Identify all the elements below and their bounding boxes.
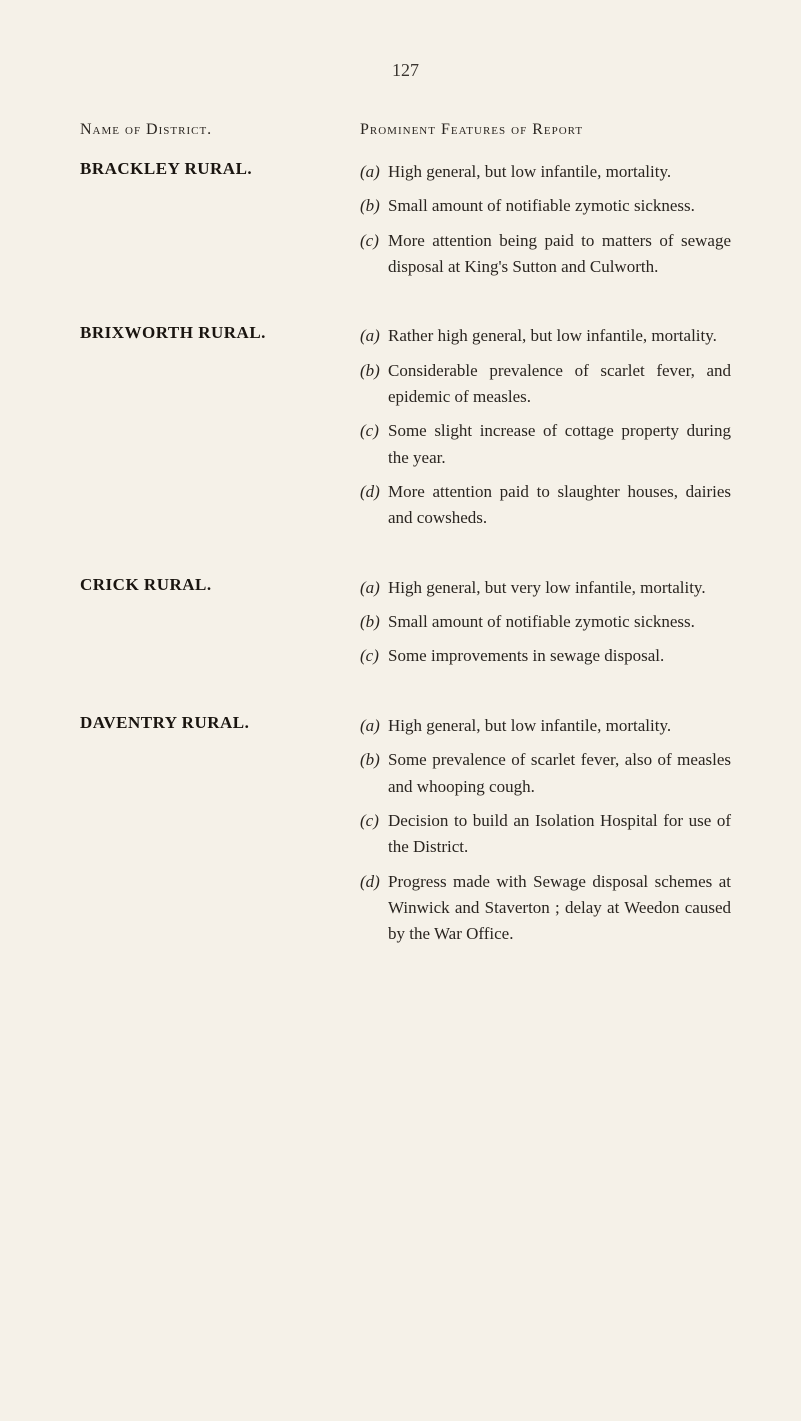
feature-text: High general, but very low infantile, mo…: [388, 575, 731, 601]
feature-text: More attention being paid to matters of …: [388, 228, 731, 281]
feature-text: Small amount of notifiable zymotic sickn…: [388, 193, 731, 219]
table-header-row: Name of District. Prominent Features of …: [80, 121, 731, 139]
feature-item: (a) High general, but very low infantile…: [360, 575, 731, 601]
district-name: BRIXWORTH RURAL.: [80, 323, 360, 539]
features-list: (a) High general, but very low infantile…: [360, 575, 731, 678]
feature-label: (a): [360, 323, 388, 349]
feature-item: (c) Some slight increase of cottage prop…: [360, 418, 731, 471]
features-list: (a) High general, but low infantile, mor…: [360, 713, 731, 956]
district-row: BRIXWORTH RURAL. (a) Rather high general…: [80, 323, 731, 539]
feature-text: Some prevalence of scarlet fever, also o…: [388, 747, 731, 800]
feature-text: More attention paid to slaughter houses,…: [388, 479, 731, 532]
district-row: BRACKLEY RURAL. (a) High general, but lo…: [80, 159, 731, 288]
feature-label: (a): [360, 713, 388, 739]
feature-label: (b): [360, 609, 388, 635]
feature-label: (c): [360, 808, 388, 861]
feature-item: (c) More attention being paid to matters…: [360, 228, 731, 281]
feature-text: Considerable prevalence of scarlet fever…: [388, 358, 731, 411]
feature-text: Rather high general, but low infantile, …: [388, 323, 731, 349]
features-list: (a) High general, but low infantile, mor…: [360, 159, 731, 288]
feature-label: (d): [360, 479, 388, 532]
feature-item: (a) High general, but low infantile, mor…: [360, 713, 731, 739]
district-name: BRACKLEY RURAL.: [80, 159, 360, 288]
feature-label: (b): [360, 193, 388, 219]
feature-item: (a) High general, but low infantile, mor…: [360, 159, 731, 185]
feature-item: (b) Some prevalence of scarlet fever, al…: [360, 747, 731, 800]
feature-text: Some slight increase of cottage property…: [388, 418, 731, 471]
feature-text: High general, but low infantile, mortali…: [388, 159, 731, 185]
feature-item: (c) Decision to build an Isolation Hospi…: [360, 808, 731, 861]
feature-label: (c): [360, 643, 388, 669]
feature-label: (c): [360, 228, 388, 281]
district-row: DAVENTRY RURAL. (a) High general, but lo…: [80, 713, 731, 956]
header-district-column: Name of District.: [80, 121, 360, 139]
feature-label: (b): [360, 358, 388, 411]
feature-text: High general, but low infantile, mortali…: [388, 713, 731, 739]
district-name: DAVENTRY RURAL.: [80, 713, 360, 956]
feature-item: (b) Small amount of notifiable zymotic s…: [360, 609, 731, 635]
feature-item: (b) Small amount of notifiable zymotic s…: [360, 193, 731, 219]
feature-label: (a): [360, 575, 388, 601]
page-number: 127: [80, 60, 731, 81]
feature-text: Decision to build an Isolation Hospital …: [388, 808, 731, 861]
feature-item: (d) Progress made with Sewage disposal s…: [360, 869, 731, 948]
district-name: CRICK RURAL.: [80, 575, 360, 678]
feature-item: (b) Considerable prevalence of scarlet f…: [360, 358, 731, 411]
feature-item: (d) More attention paid to slaughter hou…: [360, 479, 731, 532]
feature-label: (b): [360, 747, 388, 800]
feature-text: Some improvements in sewage disposal.: [388, 643, 731, 669]
features-list: (a) Rather high general, but low infanti…: [360, 323, 731, 539]
feature-label: (a): [360, 159, 388, 185]
feature-label: (d): [360, 869, 388, 948]
feature-item: (c) Some improvements in sewage disposal…: [360, 643, 731, 669]
feature-label: (c): [360, 418, 388, 471]
feature-text: Progress made with Sewage disposal schem…: [388, 869, 731, 948]
district-row: CRICK RURAL. (a) High general, but very …: [80, 575, 731, 678]
header-features-column: Prominent Features of Report: [360, 121, 731, 139]
feature-item: (a) Rather high general, but low infanti…: [360, 323, 731, 349]
feature-text: Small amount of notifiable zymotic sickn…: [388, 609, 731, 635]
